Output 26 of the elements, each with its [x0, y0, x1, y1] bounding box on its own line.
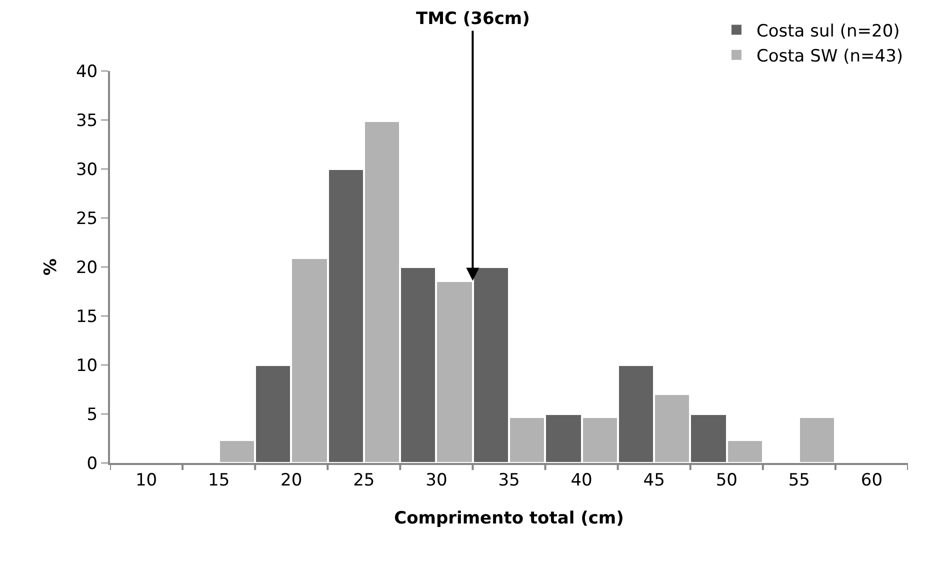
x-axis-title: Comprimento total (cm)	[394, 508, 624, 528]
x-tick-label: 45	[643, 470, 665, 490]
y-tick-label: 0	[86, 454, 98, 474]
x-tick-label: 15	[208, 470, 230, 490]
y-tick-label: 40	[76, 62, 98, 82]
x-tick-label: 35	[498, 470, 520, 490]
x-tick-label: 30	[426, 470, 448, 490]
x-tick-label: 60	[860, 470, 883, 490]
y-tick-label: 35	[76, 110, 98, 131]
y-tick-label: 30	[76, 160, 98, 180]
y-tick-label: 10	[76, 356, 98, 376]
bar	[798, 416, 836, 463]
legend-label: Costa sul (n=20)	[756, 21, 900, 42]
x-tick-label: 50	[716, 470, 738, 490]
x-tick-label: 25	[353, 470, 375, 490]
x-tick-label: 40	[570, 470, 592, 490]
y-tick-label: 5	[86, 404, 98, 425]
y-tick-label: 20	[76, 258, 98, 278]
x-tick-label: 10	[135, 470, 158, 490]
annotation: TMC (36cm)	[416, 9, 530, 29]
x-tick-label: 55	[788, 470, 810, 490]
y-tick-label: 15	[76, 306, 98, 327]
legend-label: Costa SW (n=43)	[756, 46, 904, 66]
y-axis-title: %	[41, 258, 62, 276]
y-tick-label: 25	[76, 208, 98, 229]
x-tick-label: 20	[280, 470, 302, 490]
